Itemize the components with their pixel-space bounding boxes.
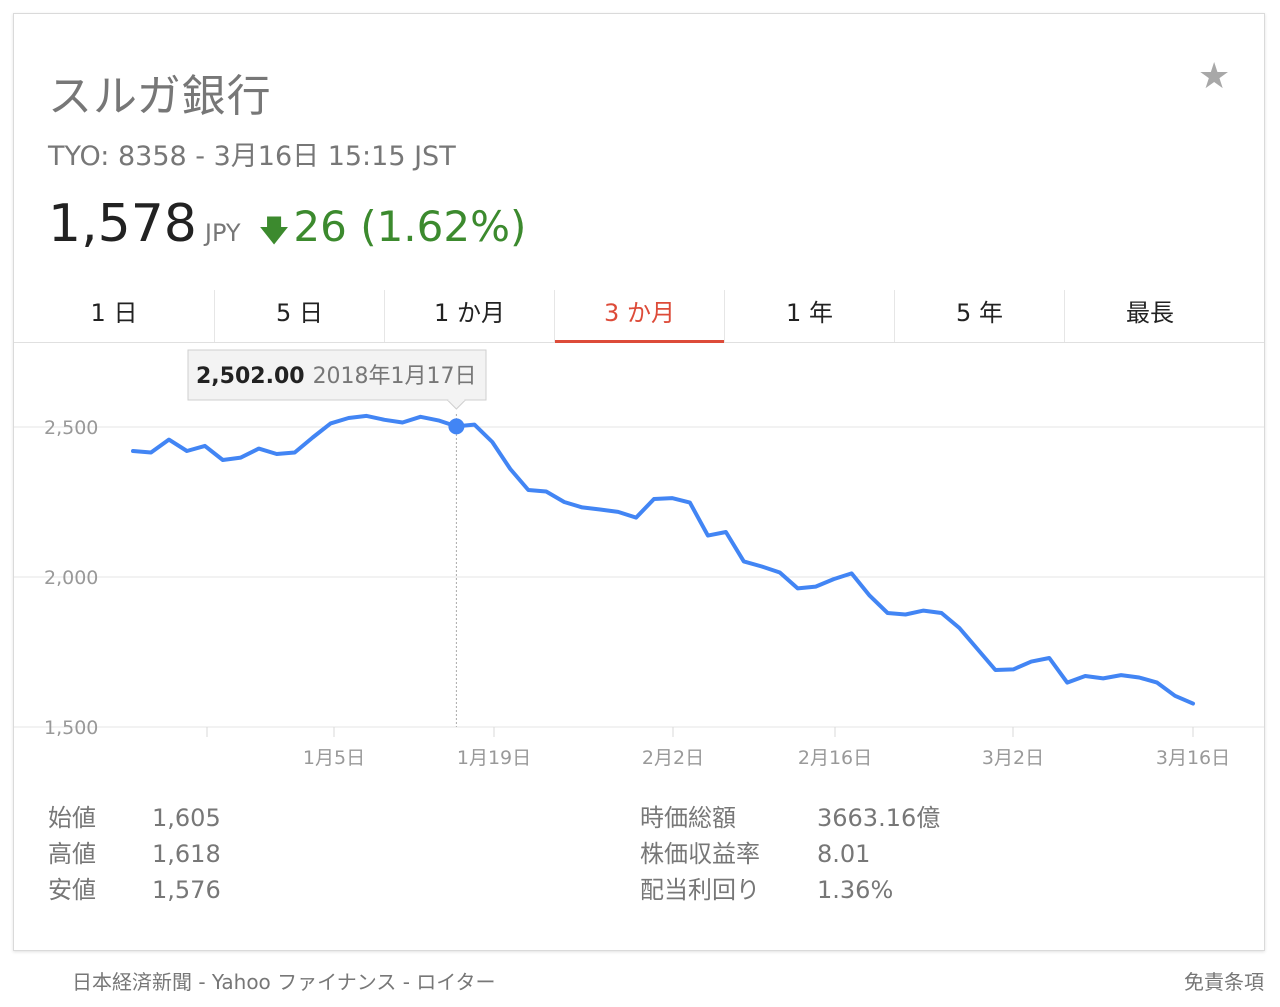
tooltip-pointer <box>446 399 467 410</box>
range-tabs: 1 日 5 日 1 か月 3 か月 1 年 5 年 最長 <box>14 290 1264 343</box>
current-price: 1,578 <box>48 194 197 254</box>
x-tick-label: 1月5日 <box>303 747 365 769</box>
y-tick-label: 1,500 <box>44 717 98 739</box>
stat-dividend-yield: 配当利回り 1.36% <box>640 872 893 908</box>
x-tick-label: 2月16日 <box>798 747 872 769</box>
y-tick-label: 2,000 <box>44 567 98 589</box>
stat-open: 始値 1,605 <box>48 800 221 836</box>
price-line <box>131 413 1195 706</box>
currency-code: JPY <box>204 219 241 247</box>
y-tick-label: 2,500 <box>44 417 98 439</box>
tooltip-value: 2,502.00 <box>196 364 305 389</box>
stat-label: 株価収益率 <box>640 840 760 868</box>
tab-5-year[interactable]: 5 年 <box>895 290 1065 342</box>
tab-label: 1 か月 <box>434 299 505 327</box>
stat-label: 安値 <box>48 876 96 904</box>
stat-value: 1.36% <box>817 876 894 904</box>
stat-market-cap: 時価総額 3663.16億 <box>640 800 940 836</box>
price-chart[interactable]: 2,500 2,000 1,500 1月5日 1月19日 2月2日 2月16日 3月2日 3月1… <box>14 344 1264 794</box>
star-icon[interactable]: ★ <box>1198 56 1231 97</box>
stat-low: 安値 1,576 <box>48 872 221 908</box>
stat-value: 8.01 <box>817 840 871 868</box>
tab-3-month[interactable]: 3 か月 <box>555 290 725 343</box>
down-arrow-icon: 🡇 <box>258 214 290 249</box>
tab-label: 3 か月 <box>604 299 675 327</box>
stock-card: スルガ銀行 TYO: 8358 - 3月16日 15:15 JST ★ 1,57… <box>13 13 1265 951</box>
stat-label: 高値 <box>48 840 96 868</box>
x-tick-label: 3月16日 <box>1156 747 1230 769</box>
tab-label: 5 日 <box>276 299 323 327</box>
tab-1-month[interactable]: 1 か月 <box>385 290 555 342</box>
stat-pe-ratio: 株価収益率 8.01 <box>640 836 870 872</box>
price-change: 26 (1.62%) <box>293 202 527 251</box>
price-row: 1,578 JPY 🡇26 (1.62%) <box>48 194 526 274</box>
tooltip-box <box>187 349 487 401</box>
tooltip-text: 2,502.00 2018年1月17日 <box>196 364 477 389</box>
stat-label: 配当利回り <box>640 876 760 904</box>
ticker-timestamp: TYO: 8358 - 3月16日 15:15 JST <box>48 141 456 172</box>
tab-label: 最長 <box>1126 299 1174 327</box>
tab-1-day[interactable]: 1 日 <box>14 290 215 342</box>
tab-max[interactable]: 最長 <box>1065 290 1235 342</box>
stat-value: 3663.16億 <box>817 804 941 832</box>
x-tick-label: 3月2日 <box>982 747 1044 769</box>
hover-point <box>448 418 465 435</box>
tab-1-year[interactable]: 1 年 <box>725 290 895 342</box>
data-sources: 日本経済新聞 - Yahoo ファイナンス - ロイター <box>72 970 496 994</box>
stat-value: 1,618 <box>152 840 221 868</box>
x-tick-label: 1月19日 <box>457 747 531 769</box>
stat-value: 1,605 <box>152 804 221 832</box>
stat-label: 時価総額 <box>640 804 736 832</box>
tab-5-day[interactable]: 5 日 <box>215 290 385 342</box>
tooltip-date: 2018年1月17日 <box>313 364 477 389</box>
tab-label: 1 年 <box>786 299 833 327</box>
disclaimer-link[interactable]: 免責条項 <box>1184 970 1264 994</box>
stats-right: 時価総額 3663.16億 株価収益率 8.01 配当利回り 1.36% <box>640 800 940 908</box>
stats-left: 始値 1,605 高値 1,618 安値 1,576 <box>48 800 221 908</box>
tab-label: 1 日 <box>90 299 138 327</box>
stat-high: 高値 1,618 <box>48 836 221 872</box>
x-tick-label: 2月2日 <box>642 747 704 769</box>
tab-label: 5 年 <box>956 299 1003 327</box>
stock-name: スルガ銀行 <box>48 71 272 122</box>
stat-value: 1,576 <box>152 876 221 904</box>
stat-label: 始値 <box>48 804 96 832</box>
